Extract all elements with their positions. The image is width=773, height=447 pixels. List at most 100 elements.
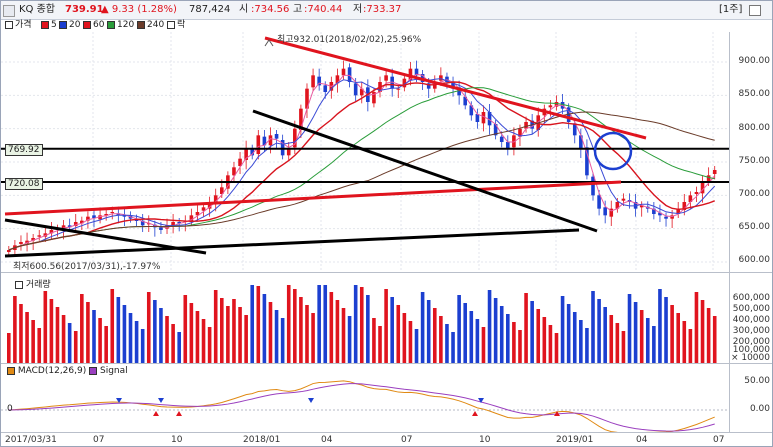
legend-price[interactable]: 가격	[15, 20, 32, 30]
candle	[140, 220, 145, 226]
volume-bar	[682, 321, 687, 363]
volume-bar	[591, 291, 595, 363]
signal-arrow-icon	[116, 398, 122, 403]
volume-bar	[61, 315, 66, 363]
candle	[335, 75, 340, 84]
maximize-icon[interactable]	[749, 5, 761, 16]
volume-bar	[31, 320, 35, 363]
x-label: 04	[321, 435, 333, 445]
candle	[396, 88, 401, 90]
volume-bar	[195, 311, 200, 363]
legend-ma60[interactable]: 60	[93, 20, 105, 30]
macd-pane[interactable]: MACD(12,26,9) Signal 0 50.00 0.00	[1, 364, 772, 433]
candle	[548, 105, 553, 108]
ma-legend: 가격 5 20 60 120 240 락	[1, 19, 772, 32]
volume-bar	[329, 292, 334, 363]
volume-bar	[414, 329, 419, 363]
volume-bar	[402, 313, 407, 363]
red-uptrend-line	[4, 180, 622, 216]
volume-bar	[560, 296, 565, 363]
candle	[67, 225, 72, 228]
volume-bar	[140, 329, 145, 363]
candle	[664, 216, 668, 219]
candle	[305, 88, 309, 109]
candle	[134, 220, 139, 221]
candle	[189, 215, 194, 222]
signal-arrow-icon	[308, 398, 314, 403]
period-selector[interactable]: [1주]	[719, 4, 743, 15]
volume-bar	[676, 313, 681, 363]
volume-bar	[469, 311, 474, 363]
volume-tick: 400,000	[732, 315, 770, 325]
volume-bar	[37, 328, 42, 363]
candle	[238, 158, 242, 166]
volume-bar	[25, 312, 29, 363]
candle	[207, 202, 212, 209]
volume-bar	[67, 323, 72, 363]
candle	[493, 124, 498, 136]
candle	[213, 195, 218, 202]
candle	[171, 222, 175, 227]
signal-arrow-icon	[176, 411, 182, 416]
volume-bar	[134, 321, 139, 363]
volume-bar	[280, 318, 285, 363]
volume-bar	[627, 294, 632, 363]
candle	[670, 215, 674, 219]
signal-arrow-icon	[478, 398, 484, 403]
candle	[262, 136, 267, 146]
volume-bar	[518, 330, 522, 363]
volume-bar	[463, 303, 468, 363]
price-tick: 700.00	[738, 189, 771, 199]
price-plot[interactable]	[1, 32, 730, 272]
black-support-line	[4, 228, 580, 258]
candle	[579, 135, 583, 149]
legend-label[interactable]: 락	[177, 20, 186, 30]
price-tick: 850.00	[738, 89, 771, 99]
candle	[7, 250, 11, 252]
volume-bar	[597, 299, 601, 363]
volume-bar	[420, 292, 425, 363]
legend-ma20[interactable]: 20	[69, 20, 81, 30]
candle	[256, 135, 261, 154]
volume-bar	[712, 316, 717, 363]
legend-ma240[interactable]: 240	[147, 20, 165, 30]
volume-bar	[390, 297, 394, 363]
candle	[116, 213, 121, 216]
menu-icon[interactable]	[3, 5, 15, 17]
volume-bar	[493, 298, 498, 363]
volume-bar	[219, 298, 224, 363]
volume-plot[interactable]	[1, 273, 730, 363]
level-label-769: 769.92	[5, 144, 43, 156]
candle	[49, 230, 54, 234]
volume-bar	[408, 321, 413, 363]
candle	[195, 212, 200, 216]
volume-bar	[86, 302, 90, 363]
ma20-swatch-icon	[59, 21, 67, 29]
candle	[652, 208, 656, 214]
volume-bar	[92, 310, 96, 363]
legend-ma120[interactable]: 120	[117, 20, 135, 30]
signal-line	[8, 383, 715, 432]
volume-unit: × 10000	[730, 353, 770, 363]
candle	[688, 195, 693, 202]
candle	[566, 107, 571, 122]
volume-bar	[572, 312, 577, 363]
candle	[512, 135, 516, 148]
volume-pane[interactable]: 거래량 600,000 500,000 400,000 300,000 200,…	[1, 273, 772, 364]
candle	[506, 142, 510, 149]
candle	[31, 238, 35, 241]
volume-bar	[116, 297, 121, 363]
volume-bar	[609, 315, 614, 363]
candle	[700, 182, 705, 194]
volume-bar	[110, 289, 115, 363]
volume-title: 거래량	[15, 277, 51, 290]
price-pane[interactable]: 900.00 850.00 800.00 750.00 700.00 650.0…	[1, 32, 772, 273]
candle	[92, 215, 96, 218]
volume-tick: 500,000	[732, 304, 770, 314]
black-downtrend-line	[252, 109, 598, 233]
volume-bar	[335, 300, 340, 363]
macd-plot[interactable]	[1, 364, 730, 432]
candle	[104, 214, 108, 216]
volume-bar	[603, 307, 607, 363]
legend-ma5[interactable]: 5	[51, 20, 57, 30]
